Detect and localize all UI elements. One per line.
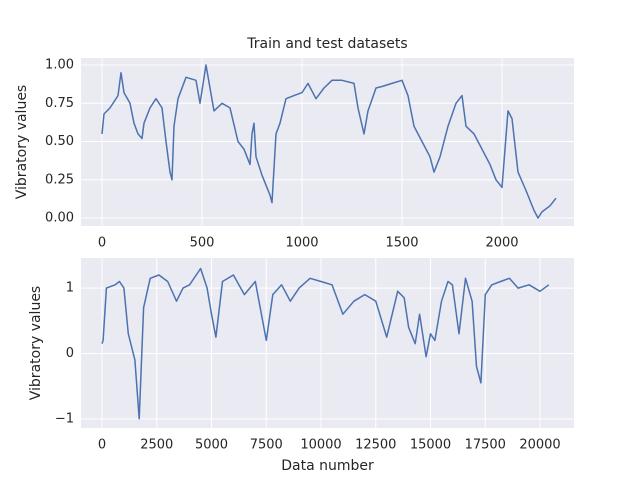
x-tick-label: 17500: [465, 438, 506, 453]
x-tick-label: 12500: [355, 438, 396, 453]
y-tick-label: 0.75: [45, 96, 74, 111]
data-line: [101, 267, 550, 420]
x-tick-label: 0: [98, 438, 106, 453]
y-tick-label: −1: [55, 411, 74, 426]
x-tick-label: 7500: [250, 438, 283, 453]
y-axis-label: Vibratory values: [28, 286, 44, 400]
y-tick-label: 0.00: [45, 211, 74, 226]
x-tick-label: 1000: [285, 236, 318, 251]
x-tick-label: 500: [190, 236, 215, 251]
y-tick-label: 0.25: [45, 172, 74, 187]
x-tick-label: 1500: [385, 236, 418, 251]
y-axis-label: Vibratory values: [14, 85, 30, 199]
x-tick-label: 20000: [519, 438, 560, 453]
x-tick-label: 2500: [140, 438, 173, 453]
data-line: [101, 64, 557, 219]
chart-title: Train and test datasets: [246, 36, 407, 52]
y-tick-label: 1.00: [45, 58, 74, 73]
x-tick-label: 5000: [195, 438, 228, 453]
x-tick-label: 15000: [410, 438, 451, 453]
y-tick-label: 1: [66, 281, 74, 296]
x-tick-label: 2000: [485, 236, 518, 251]
y-tick-label: 0: [66, 346, 74, 361]
x-axis-label: Data number: [281, 458, 374, 474]
y-tick-label: 0.50: [45, 134, 74, 149]
x-tick-label: 0: [98, 236, 106, 251]
plot-area: [81, 258, 574, 428]
x-tick-label: 10000: [300, 438, 341, 453]
